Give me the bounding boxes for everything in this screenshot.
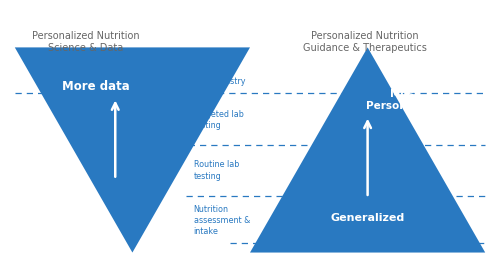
Polygon shape: [250, 47, 485, 253]
Text: Routine lab
testing: Routine lab testing: [194, 160, 239, 181]
Text: Less
data: Less data: [56, 189, 82, 211]
Text: Targeted lab
testing: Targeted lab testing: [194, 110, 244, 130]
Text: Personalized Nutrition
Guidance & Therapeutics: Personalized Nutrition Guidance & Therap…: [303, 31, 427, 53]
Polygon shape: [15, 47, 250, 253]
Text: Most
Personalized: Most Personalized: [366, 89, 442, 111]
Text: Personalized Nutrition
Science & Data: Personalized Nutrition Science & Data: [32, 31, 140, 53]
Text: Omics &
functional
biochemistry: Omics & functional biochemistry: [194, 54, 246, 86]
Text: Generalized: Generalized: [330, 213, 404, 223]
Text: More data: More data: [62, 80, 130, 93]
Text: Nutrition
assessment &
intake: Nutrition assessment & intake: [194, 205, 250, 236]
